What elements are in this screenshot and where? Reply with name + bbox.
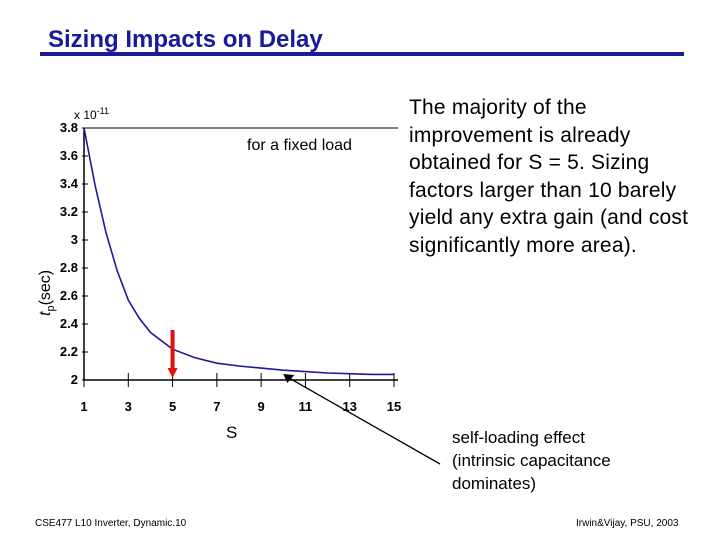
x-tick-label: 3 bbox=[125, 399, 132, 414]
y-tick-label: 2.4 bbox=[60, 316, 79, 331]
highlight-arrowhead bbox=[167, 368, 178, 378]
x-tick-label: 11 bbox=[299, 399, 313, 414]
x-tick-label: 9 bbox=[258, 399, 265, 414]
x-ticks: 1 3 5 7 9 11 13 15 bbox=[80, 373, 401, 414]
annotation-pointer-arrowhead bbox=[283, 374, 295, 383]
y-tick-label: 3.6 bbox=[60, 148, 78, 163]
x-tick-label: 5 bbox=[169, 399, 176, 414]
y-tick-label: 3.8 bbox=[60, 120, 78, 135]
y-tick-label: 2.8 bbox=[60, 260, 78, 275]
self-loading-annotation: self-loading effect (intrinsic capacitan… bbox=[452, 428, 611, 493]
y-axis-label: tp(sec) bbox=[37, 270, 57, 316]
slide-title: Sizing Impacts on Delay bbox=[48, 26, 323, 53]
y-tick-label: 2.6 bbox=[60, 288, 78, 303]
footer-course: CSE477 L10 Inverter, Dynamic.10 bbox=[35, 518, 187, 529]
y-tick-label: 3 bbox=[71, 232, 78, 247]
x-tick-label: 1 bbox=[80, 399, 87, 414]
y-tick-label: 3.2 bbox=[60, 204, 78, 219]
delay-curve bbox=[83, 127, 394, 376]
body-text: The majority of the improvement is alrea… bbox=[409, 96, 689, 257]
y-multiplier: x 10-11 bbox=[74, 106, 109, 122]
y-tick-label: 3.4 bbox=[60, 176, 79, 191]
y-ticks: 2 2.2 2.4 2.6 2.8 3 3.2 3.4 3.6 3.8 bbox=[60, 120, 88, 387]
x-axis-label: S bbox=[226, 423, 237, 442]
legend-text: for a fixed load bbox=[247, 137, 352, 154]
title-underline bbox=[40, 52, 684, 56]
y-tick-label: 2 bbox=[71, 372, 78, 387]
x-tick-label: 13 bbox=[342, 399, 356, 414]
x-tick-label: 7 bbox=[213, 399, 220, 414]
x-tick-label: 15 bbox=[387, 399, 401, 414]
annotation-pointer-line bbox=[286, 376, 441, 465]
footer-credit: Irwin&Vijay, PSU, 2003 bbox=[576, 518, 679, 529]
y-tick-label: 2.2 bbox=[60, 344, 78, 359]
